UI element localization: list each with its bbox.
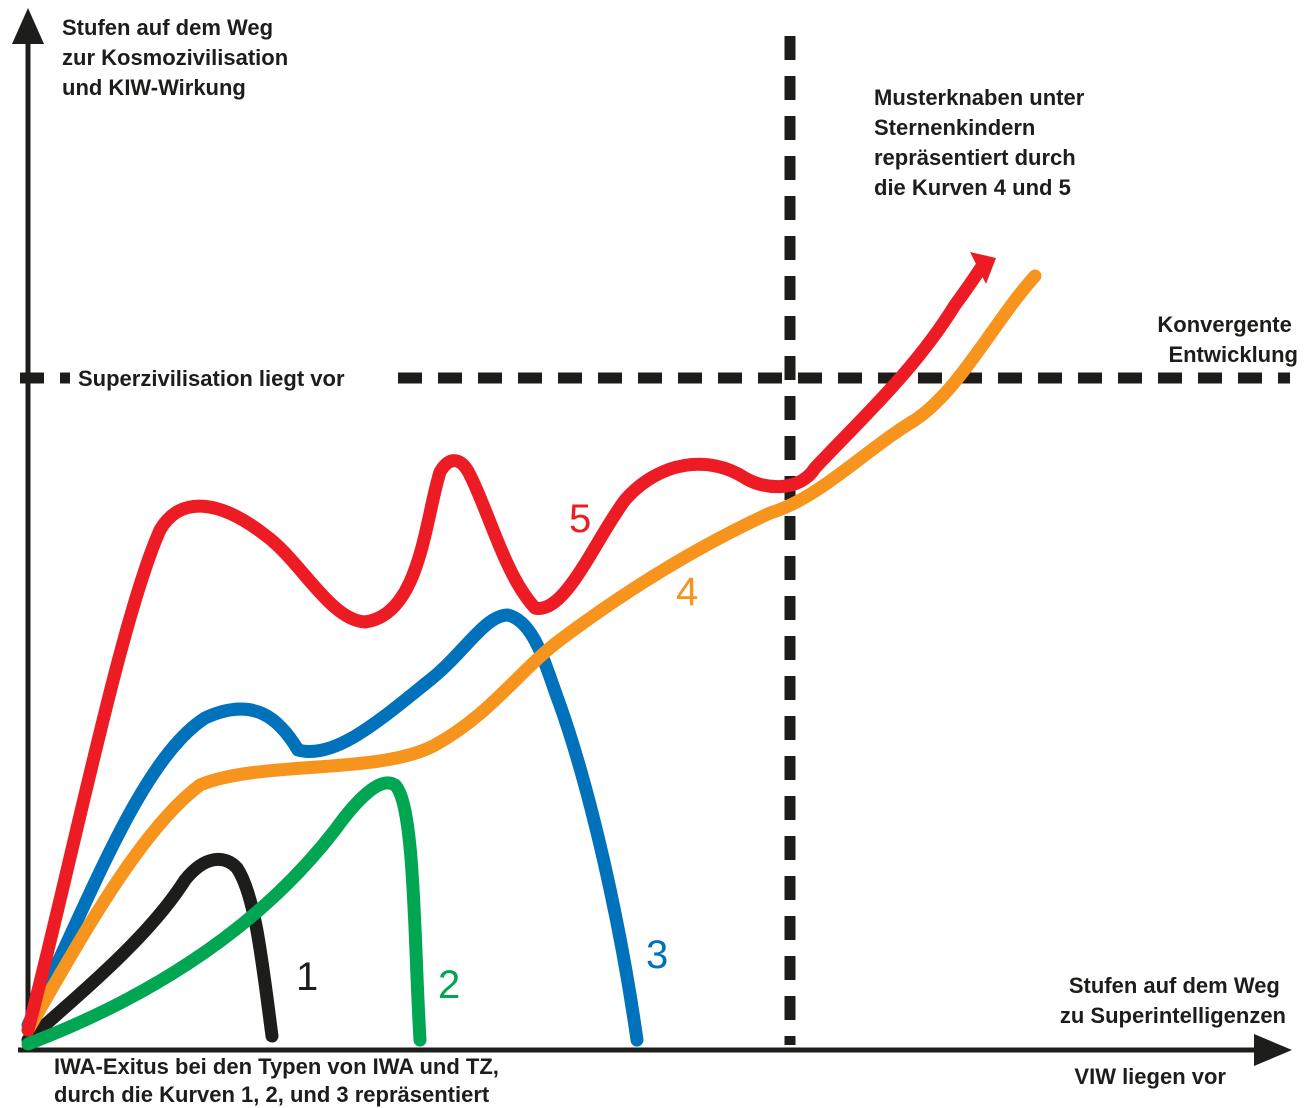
bottom-note-line-2: durch die Kurven 1, 2, und 3 repräsentie… [54, 1082, 490, 1107]
top-right-note-line-3: repräsentiert durch [874, 145, 1076, 170]
convergence-label-line-2: Entwicklung [1168, 342, 1298, 367]
curve-5-arrowhead [970, 252, 996, 284]
curve-3-number: 3 [646, 933, 668, 977]
top-right-note-line-1: Musterknaben unter [874, 85, 1085, 110]
threshold-label: Superzivilisation liegt vor [78, 366, 345, 391]
axes [18, 40, 1260, 1053]
curve-5 [21, 255, 992, 1037]
curve-1 [21, 852, 279, 1047]
y-axis-label-line-2: zur Kosmozivilisation [62, 45, 288, 70]
curve-2-number: 2 [438, 963, 460, 1007]
top-right-note-line-2: Sternenkindern [874, 115, 1035, 140]
curve-2 [21, 776, 427, 1051]
y-axis-label-line-1: Stufen auf dem Weg [62, 15, 273, 40]
x-axis-note: VIW liegen vor [1074, 1064, 1226, 1089]
curve-4 [21, 269, 1042, 1037]
convergence-label-line-1: Konvergente [1157, 312, 1291, 337]
convergence-label: Konvergente Entwicklung [1157, 312, 1298, 367]
bottom-note: IWA-Exitus bei den Typen von IWA und TZ,… [54, 1054, 505, 1107]
curve-5-number: 5 [569, 497, 591, 541]
x-axis-arrow [1254, 1034, 1292, 1066]
x-axis-label-line-2: zu Superintelligenzen [1060, 1003, 1286, 1028]
curve-1-number: 1 [296, 955, 318, 999]
y-axis-arrow [12, 8, 44, 44]
y-axis-label-line-3: und KIW-Wirkung [62, 75, 246, 100]
bottom-note-line-1: IWA-Exitus bei den Typen von IWA und TZ, [54, 1054, 499, 1079]
curve-4-number: 4 [676, 570, 698, 614]
top-right-note-line-4: die Kurven 4 und 5 [874, 175, 1071, 200]
curve-3 [21, 608, 644, 1047]
x-axis-label: Stufen auf dem Weg zu Superintelligenzen [1060, 973, 1286, 1028]
x-axis-label-line-1: Stufen auf dem Weg [1069, 973, 1280, 998]
top-right-note: Musterknaben unter Sternenkindern repräs… [874, 85, 1090, 200]
y-axis-label: Stufen auf dem Weg zur Kosmozivilisation… [62, 15, 294, 100]
